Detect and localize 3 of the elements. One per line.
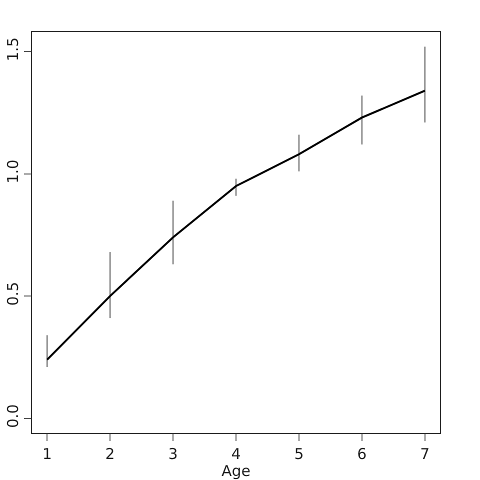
x-tick-label: 6 [357, 445, 367, 464]
x-tick-label: 5 [294, 445, 304, 464]
x-tick-label: 7 [420, 445, 430, 464]
